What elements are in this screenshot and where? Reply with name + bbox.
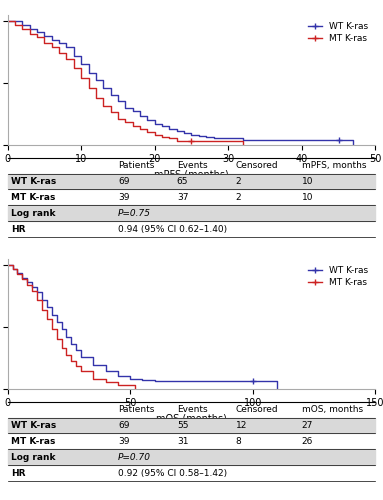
Text: 10: 10 [302, 193, 313, 202]
Text: 37: 37 [177, 193, 188, 202]
Text: Censored: Censored [236, 161, 278, 170]
Text: WT K-ras: WT K-ras [11, 177, 57, 186]
Text: 55: 55 [177, 421, 188, 430]
Legend: WT K-ras, MT K-ras: WT K-ras, MT K-ras [306, 20, 371, 46]
Bar [8, 174, 375, 190]
Text: 69: 69 [118, 421, 129, 430]
Text: Events: Events [177, 161, 208, 170]
Text: 27: 27 [302, 421, 313, 430]
Text: 31: 31 [177, 437, 188, 446]
Text: MT K-ras: MT K-ras [11, 437, 56, 446]
Text: HR: HR [11, 224, 26, 234]
Text: Events: Events [177, 405, 208, 414]
Text: P=0.70: P=0.70 [118, 453, 151, 462]
Text: mOS, months: mOS, months [302, 405, 363, 414]
Bar [8, 418, 375, 434]
Text: Log rank: Log rank [11, 453, 56, 462]
Text: 39: 39 [118, 437, 129, 446]
Text: 10: 10 [302, 177, 313, 186]
Text: Patients: Patients [118, 161, 154, 170]
Bar [8, 206, 375, 221]
Text: mPFS, months: mPFS, months [302, 161, 366, 170]
Text: 69: 69 [118, 177, 129, 186]
Text: 65: 65 [177, 177, 188, 186]
Text: 12: 12 [236, 421, 247, 430]
Bar [8, 450, 375, 466]
Text: WT K-ras: WT K-ras [11, 421, 57, 430]
Text: 2: 2 [236, 193, 241, 202]
Text: 26: 26 [302, 437, 313, 446]
Text: Censored: Censored [236, 405, 278, 414]
Text: Patients: Patients [118, 405, 154, 414]
Text: MT K-ras: MT K-ras [11, 193, 56, 202]
Text: 39: 39 [118, 193, 129, 202]
Text: HR: HR [11, 468, 26, 477]
Text: P=0.75: P=0.75 [118, 209, 151, 218]
Text: 2: 2 [236, 177, 241, 186]
Text: 0.92 (95% CI 0.58–1.42): 0.92 (95% CI 0.58–1.42) [118, 468, 227, 477]
Text: Log rank: Log rank [11, 209, 56, 218]
X-axis label: mOS (months): mOS (months) [156, 414, 227, 424]
Text: 0.94 (95% CI 0.62–1.40): 0.94 (95% CI 0.62–1.40) [118, 224, 227, 234]
Text: 8: 8 [236, 437, 241, 446]
Legend: WT K-ras, MT K-ras: WT K-ras, MT K-ras [306, 264, 371, 289]
X-axis label: mPFS (months): mPFS (months) [154, 170, 229, 180]
